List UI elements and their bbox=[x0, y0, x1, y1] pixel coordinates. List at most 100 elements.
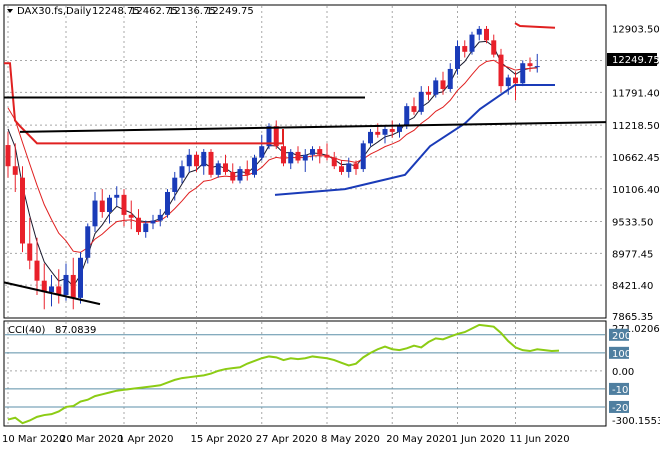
long-trend-line bbox=[19, 121, 607, 133]
candle-body bbox=[462, 46, 468, 52]
candle-body bbox=[346, 163, 352, 172]
candle-body bbox=[513, 77, 518, 84]
candle-body bbox=[476, 28, 482, 35]
cci-tick-label: -100 bbox=[612, 385, 635, 396]
candle-body bbox=[273, 126, 279, 147]
candle-body bbox=[505, 77, 511, 87]
candle-body bbox=[41, 280, 47, 293]
candle-body bbox=[433, 80, 439, 95]
candle-body bbox=[484, 28, 489, 41]
candle-body bbox=[447, 68, 453, 89]
candle-body bbox=[208, 151, 214, 175]
candle-body bbox=[498, 54, 504, 87]
cci-value: 87.0839 bbox=[55, 325, 96, 336]
candle-body bbox=[491, 40, 497, 55]
candles bbox=[5, 26, 540, 310]
candle-body bbox=[136, 217, 141, 233]
price-tick-label: 12903.50 bbox=[612, 25, 660, 36]
candle-body bbox=[157, 214, 163, 221]
candle-body bbox=[382, 129, 388, 135]
price-tick-label: 9533.50 bbox=[612, 218, 653, 229]
candle-body bbox=[165, 191, 170, 215]
candle-body bbox=[266, 126, 272, 147]
candle-body bbox=[469, 34, 475, 52]
candle-body bbox=[223, 163, 228, 172]
date-tick-label: 15 Apr 2020 bbox=[191, 434, 253, 445]
date-tick-label: 11 Jun 2020 bbox=[510, 434, 570, 445]
candle-body bbox=[143, 223, 149, 233]
candle-body bbox=[324, 154, 330, 158]
date-tick-label: 20 Mar 2020 bbox=[60, 434, 123, 445]
candle-body bbox=[397, 126, 402, 132]
candle-body bbox=[63, 274, 69, 295]
candle-body bbox=[12, 166, 18, 175]
candle-body bbox=[353, 163, 359, 170]
date-tick-label: 20 May 2020 bbox=[386, 434, 451, 445]
candle-body bbox=[440, 80, 446, 89]
price-tick-label: 10662.45 bbox=[612, 153, 660, 164]
candle-body bbox=[302, 154, 308, 161]
cci-level-box bbox=[609, 400, 629, 413]
resistance-step-line bbox=[4, 62, 284, 145]
candle-body bbox=[317, 149, 323, 155]
price-tick-label: 11218.50 bbox=[612, 121, 660, 132]
ohlc-high: 12462.75 bbox=[130, 6, 178, 17]
date-tick-label: 1 Jun 2020 bbox=[452, 434, 506, 445]
candle-body bbox=[418, 91, 424, 112]
upper-resistance-line bbox=[514, 22, 556, 29]
candle-body bbox=[295, 151, 301, 161]
candle-body bbox=[27, 243, 33, 261]
ohlc-low: 12136.75 bbox=[168, 6, 216, 17]
candle-body bbox=[360, 143, 366, 170]
candle-body bbox=[186, 154, 192, 167]
candle-body bbox=[85, 226, 91, 258]
candle-body bbox=[20, 177, 25, 244]
date-tick-label: 1 Apr 2020 bbox=[118, 434, 173, 445]
candle-body bbox=[411, 106, 417, 112]
candle-body bbox=[121, 194, 127, 215]
ohlc-close: 12249.75 bbox=[206, 6, 254, 17]
falling-trend-line bbox=[3, 281, 101, 306]
candle-body bbox=[150, 220, 156, 224]
date-tick-label: 27 Apr 2020 bbox=[256, 434, 318, 445]
candle-body bbox=[534, 66, 540, 68]
candle-body bbox=[215, 163, 221, 175]
candle-body bbox=[194, 154, 199, 167]
candle-body bbox=[375, 131, 381, 135]
cci-tick-label: 100 bbox=[612, 349, 631, 360]
cci-panel bbox=[5, 323, 605, 425]
cci-tick-label: 200 bbox=[612, 331, 631, 342]
cci-tick-label: -200 bbox=[612, 403, 635, 414]
candle-body bbox=[5, 145, 11, 167]
support-step-line bbox=[274, 83, 555, 196]
cci-level-box bbox=[609, 328, 629, 341]
candle-body bbox=[107, 197, 112, 213]
candle-body bbox=[99, 200, 105, 213]
panel-dropdown-icon[interactable] bbox=[7, 9, 13, 13]
price-tick-label: 7865.35 bbox=[612, 312, 653, 323]
cci-panel-frame bbox=[3, 320, 607, 427]
candle-body bbox=[78, 257, 83, 298]
price-tick-label: 10106.40 bbox=[612, 185, 660, 196]
price-tick-label: 8977.45 bbox=[612, 249, 653, 260]
candle-body bbox=[455, 46, 460, 69]
last-price-box bbox=[607, 53, 657, 66]
date-tick-label: 10 Mar 2020 bbox=[2, 434, 65, 445]
date-tick-label: 8 May 2020 bbox=[321, 434, 380, 445]
candle-body bbox=[331, 157, 337, 167]
candle-body bbox=[179, 166, 185, 178]
candle-body bbox=[230, 171, 236, 181]
candle-body bbox=[520, 63, 526, 84]
candle-body bbox=[201, 151, 207, 167]
candle-body bbox=[114, 194, 120, 198]
chart-title: DAX30.fs,Daily bbox=[17, 6, 91, 17]
overlay-lines bbox=[3, 22, 607, 306]
candle-body bbox=[426, 91, 431, 95]
price-tick-label: 8421.40 bbox=[612, 281, 653, 292]
candle-body bbox=[128, 214, 134, 218]
candle-body bbox=[404, 106, 410, 127]
candle-body bbox=[70, 274, 76, 298]
price-tick-label: 11791.40 bbox=[612, 88, 660, 99]
